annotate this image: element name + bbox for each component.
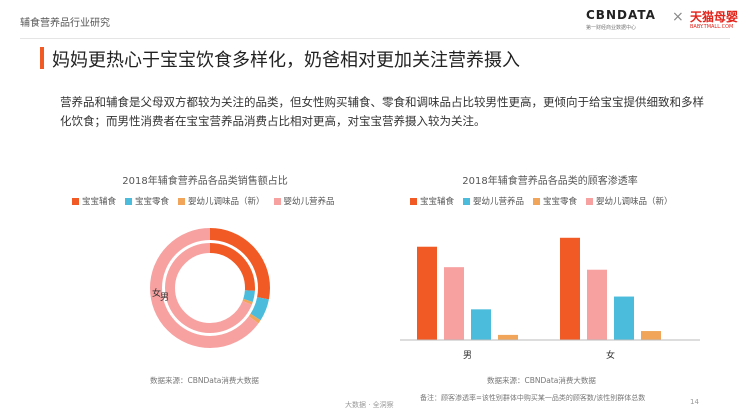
legend-swatch — [178, 197, 186, 205]
cbndata-logo: CBNDATA — [586, 8, 656, 22]
donut-legend-item: 婴幼儿调味品（新） — [178, 195, 265, 207]
footer-brand: 大数据 · 全洞察 — [345, 401, 394, 409]
header-divider — [20, 38, 730, 39]
donut-legend-item: 宝宝零食 — [125, 195, 169, 207]
donut-ring-female — [150, 228, 270, 348]
page-description: 营养品和辅食是父母双方都较为关注的品类，但女性购买辅食、零食和调味品占比较男性更… — [60, 95, 704, 128]
bar-chart: 男 女 — [400, 237, 700, 361]
bar-chart-title: 2018年辅食营养品各品类的顾客渗透率 — [462, 176, 638, 187]
legend-swatch — [586, 197, 594, 205]
legend-swatch — [410, 197, 417, 205]
bar — [641, 331, 661, 340]
donut-chart: 女 男 — [150, 228, 270, 348]
legend-swatch — [533, 197, 541, 205]
donut-slice — [150, 228, 270, 348]
bar — [587, 269, 607, 340]
page-title: 妈妈更热心于宝宝饮食多样化，奶爸相对更加关注营养摄入 — [52, 50, 520, 71]
tmall-baby-logo: 天猫母婴 — [690, 10, 739, 24]
bar-legend: 宝宝辅食 婴幼儿营养品 宝宝零食 婴幼儿调味品（新） — [410, 195, 673, 207]
bar-group — [417, 237, 661, 340]
cbndata-logo-subtitle: 第一财经商业数据中心 — [586, 25, 637, 31]
bar-category-label: 女 — [606, 349, 615, 361]
bar — [417, 246, 437, 340]
donut-slice — [165, 243, 255, 333]
tmall-baby-logo-subtitle: BABY.TMALL.COM — [690, 24, 734, 30]
legend-swatch — [273, 197, 281, 205]
bar — [444, 267, 464, 340]
bar-note: 备注：顾客渗透率=该性别群体中购买某一品类的顾客数/该性别群体总数 — [420, 394, 646, 402]
donut-legend-item: 宝宝辅食 — [72, 195, 116, 207]
bar-category-label: 男 — [463, 350, 472, 361]
bar — [560, 237, 580, 340]
logo-separator-icon: × — [672, 9, 684, 25]
donut-legend: 宝宝辅食 宝宝零食 婴幼儿调味品（新） 婴幼儿营养品 — [72, 195, 335, 207]
donut-chart-title: 2018年辅食营养品各品类销售额占比 — [122, 176, 288, 187]
title-accent-bar — [40, 47, 44, 69]
legend-swatch — [125, 197, 133, 205]
bar — [614, 296, 634, 340]
bar — [471, 309, 491, 340]
donut-source: 数据来源：CBNData消费大数据 — [150, 376, 259, 385]
legend-swatch — [463, 197, 471, 205]
bar-legend-item: 婴幼儿调味品（新） — [586, 195, 673, 207]
legend-swatch — [72, 197, 79, 205]
bar-legend-item: 宝宝辅食 — [410, 195, 454, 207]
donut-ring-label-female: 女 — [152, 287, 161, 299]
page-number: 14 — [690, 398, 699, 406]
donut-legend-item: 婴幼儿营养品 — [273, 195, 335, 207]
section-label: 辅食营养品行业研究 — [20, 18, 110, 29]
bar — [498, 334, 518, 340]
donut-ring-label-male: 男 — [160, 292, 169, 303]
bar-legend-item: 宝宝零食 — [533, 195, 577, 207]
bar-legend-item: 婴幼儿营养品 — [463, 195, 524, 207]
donut-ring-male — [165, 243, 255, 333]
bar-source: 数据来源：CBNData消费大数据 — [487, 376, 596, 385]
